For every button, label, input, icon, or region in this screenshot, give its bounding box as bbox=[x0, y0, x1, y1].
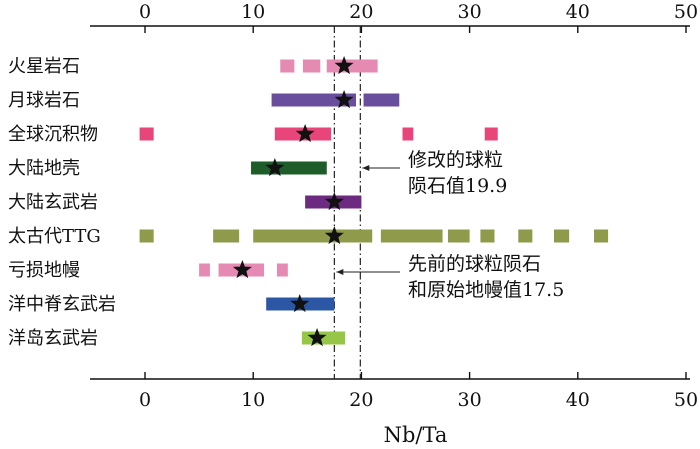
range-bar bbox=[139, 229, 154, 243]
range-bar bbox=[518, 229, 533, 243]
x-axis-label: Nb/Ta bbox=[384, 423, 448, 447]
category-label: 全球沉积物 bbox=[8, 124, 98, 145]
category-label: 火星岩石 bbox=[8, 56, 80, 77]
top-tick-label: 30 bbox=[458, 1, 482, 23]
range-bar bbox=[447, 229, 470, 243]
range-bar bbox=[253, 229, 373, 243]
data-row bbox=[271, 90, 400, 109]
range-bar bbox=[363, 93, 400, 107]
data-row bbox=[139, 226, 609, 245]
category-label: 大陆地壳 bbox=[8, 158, 80, 179]
range-bar bbox=[484, 127, 498, 141]
top-tick-label: 50 bbox=[674, 1, 698, 23]
axes: 0 0 10 10 20 20 30 30 40 40 50 50 Nb/Ta bbox=[90, 1, 698, 447]
bottom-tick-label: 0 bbox=[139, 389, 151, 411]
category-label: 月球岩石 bbox=[8, 90, 80, 111]
bottom-tick-label: 40 bbox=[566, 389, 590, 411]
star-marker bbox=[334, 56, 354, 75]
category-label: 洋中脊玄武岩 bbox=[8, 294, 116, 315]
range-bar bbox=[213, 229, 240, 243]
star-marker bbox=[290, 294, 310, 313]
data-row bbox=[199, 260, 288, 279]
range-bar bbox=[302, 59, 321, 73]
arrow-head bbox=[362, 165, 370, 171]
range-bar bbox=[402, 127, 414, 141]
annotation-text: 和原始地幔值17.5 bbox=[408, 279, 564, 301]
data-row bbox=[266, 294, 335, 313]
top-tick-label: 40 bbox=[566, 1, 590, 23]
range-bar bbox=[553, 229, 570, 243]
arrow-head bbox=[336, 269, 344, 275]
top-tick-label: 20 bbox=[349, 1, 373, 23]
star-marker bbox=[324, 192, 344, 211]
annotation-text: 修改的球粒 bbox=[408, 149, 503, 171]
data-row bbox=[305, 192, 362, 211]
bottom-tick-label: 30 bbox=[458, 389, 482, 411]
category-label: 亏损地幔 bbox=[8, 260, 80, 281]
category-label: 洋岛玄武岩 bbox=[8, 328, 98, 349]
annotation-text: 陨石值19.9 bbox=[408, 175, 507, 197]
range-bar bbox=[280, 59, 295, 73]
category-label: 大陆玄武岩 bbox=[8, 192, 98, 213]
top-tick-label: 0 bbox=[139, 1, 151, 23]
range-bar bbox=[251, 161, 327, 175]
star-marker bbox=[307, 328, 327, 347]
range-bar bbox=[380, 229, 443, 243]
range-bar bbox=[594, 229, 609, 243]
data-row bbox=[139, 124, 498, 143]
star-marker bbox=[295, 124, 315, 143]
bottom-tick-label: 10 bbox=[241, 389, 265, 411]
star-marker bbox=[265, 158, 285, 177]
star-marker bbox=[324, 226, 344, 245]
category-label: 太古代TTG bbox=[8, 226, 101, 247]
range-bar bbox=[480, 229, 495, 243]
data-rows bbox=[139, 56, 609, 347]
star-marker bbox=[334, 90, 354, 109]
star-marker bbox=[232, 260, 252, 279]
bottom-tick-label: 50 bbox=[674, 389, 698, 411]
range-bar bbox=[301, 331, 346, 345]
range-bar bbox=[277, 263, 288, 277]
top-tick-label: 10 bbox=[241, 1, 265, 23]
range-bar bbox=[139, 127, 154, 141]
data-row bbox=[280, 56, 378, 75]
data-row bbox=[301, 328, 346, 347]
bottom-tick-label: 20 bbox=[349, 389, 373, 411]
data-row bbox=[251, 158, 327, 177]
range-bar bbox=[271, 93, 356, 107]
range-bar bbox=[199, 263, 210, 277]
range-bar bbox=[326, 59, 378, 73]
annotation-text: 先前的球粒陨石 bbox=[408, 253, 541, 275]
